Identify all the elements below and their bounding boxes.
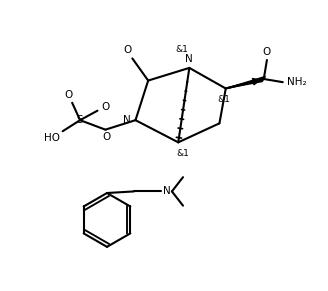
Text: &1: &1 (218, 95, 231, 104)
Polygon shape (226, 77, 265, 88)
Text: &1: &1 (176, 149, 190, 158)
Text: N: N (185, 54, 193, 64)
Text: N: N (123, 115, 131, 125)
Text: N: N (163, 187, 171, 196)
Text: &1: &1 (175, 45, 188, 54)
Text: S: S (77, 115, 83, 125)
Text: NH₂: NH₂ (287, 77, 307, 87)
Text: O: O (65, 90, 73, 100)
Text: HO: HO (44, 133, 60, 143)
Text: O: O (103, 132, 111, 142)
Text: O: O (123, 45, 132, 56)
Text: O: O (101, 102, 110, 112)
Text: O: O (262, 47, 270, 57)
